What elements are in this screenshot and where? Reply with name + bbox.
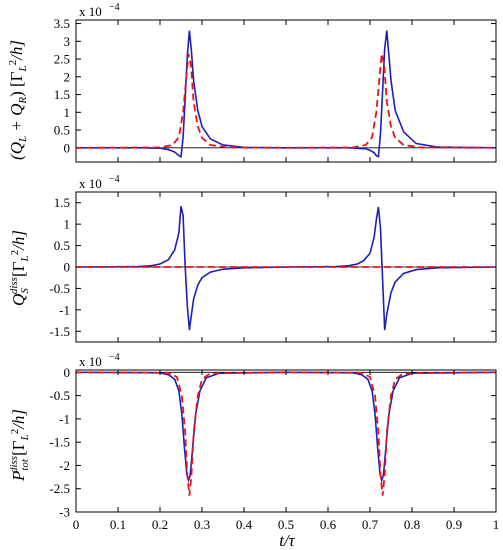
panel-3-ytick-label: -2 <box>59 458 70 473</box>
panel-3-ytick-label: -2.5 <box>49 481 70 496</box>
panel-3: x 10 −4 Ptotdiss[ΓL2/h] -3 -2.5 -2 -1.5 -1 -0… <box>8 352 499 550</box>
panel-2-ytick-label: -1 <box>59 302 70 317</box>
panel-1-exponent-power: −4 <box>109 2 120 13</box>
panel-2-ytick-label: 0.5 <box>54 238 70 253</box>
panel-2-series-solid <box>75 205 497 331</box>
panel-3-xtick-label: 0.5 <box>278 517 294 532</box>
panel-1-series <box>75 30 497 158</box>
panel-3-xtick-label: 0.8 <box>404 517 420 532</box>
panel-3-ytick-label: -0.5 <box>49 388 70 403</box>
panel-3-xtick-label: 0.9 <box>446 517 462 532</box>
panel-2-exponent-power: −4 <box>109 174 120 185</box>
panel-2-exponent: x 10 −4 <box>79 174 120 191</box>
panel-3-ytick-label: 0 <box>64 365 71 380</box>
panel-1: x 10 −4 (QL + QR) [ΓL2/h] 0 0.5 1 1.5 2 2.5 3 3… <box>7 2 497 163</box>
panel-2-ytick-label: 1 <box>64 217 71 232</box>
panel-1-ytick-label: 2 <box>64 69 71 84</box>
panel-2-series <box>75 205 497 331</box>
panel-3-frame <box>75 369 497 513</box>
panel-2: x 10 −4 QSdiss[ΓL2/h] -1.5 -1 -0.5 0 0.5 1 1.5 <box>8 174 497 343</box>
panel-1-ytick-label: 1 <box>64 105 71 120</box>
panel-3-series-solid <box>75 371 497 484</box>
panel-1-ytick-label: 0.5 <box>54 123 70 138</box>
panel-1-yticks: 0 0.5 1 1.5 2 2.5 3 3.5 <box>54 16 496 155</box>
panel-3-xtick-label: 0 <box>73 517 80 532</box>
panel-3-ytick-label: -3 <box>59 505 70 520</box>
panel-3-xtick-label: 0.4 <box>236 517 253 532</box>
panel-1-ytick-label: 2.5 <box>54 52 70 67</box>
panel-2-ylabel: QSdiss[ΓL2/h] <box>8 230 31 306</box>
panel-1-exponent-base: x 10 <box>79 4 102 19</box>
panel-2-ytick-label: -0.5 <box>49 281 70 296</box>
panel-2-exponent-base: x 10 <box>79 176 102 191</box>
panel-3-yticks: -3 -2.5 -2 -1.5 -1 -0.5 0 <box>49 365 496 520</box>
panel-2-ytick-label: -1.5 <box>49 324 70 339</box>
panel-1-ylabel: (QL + QR) [ΓL2/h] <box>7 40 29 160</box>
panel-1-ytick-label: 3 <box>64 34 71 49</box>
panel-3-xtick-label: 0.1 <box>110 517 126 532</box>
panel-1-ytick-label: 1.5 <box>54 87 70 102</box>
panel-2-ytick-label: 0 <box>64 260 71 275</box>
panel-3-exponent: x 10 −4 <box>79 352 120 369</box>
panel-3-ylabel: Ptotdiss[ΓL2/h] <box>8 409 31 482</box>
panel-2-frame <box>75 191 497 343</box>
panel-3-xticks: 0 0.1 0.2 0.3 0.4 0.5 0.6 0.7 0.8 0.9 1 <box>73 370 500 532</box>
panel-3-xtick-label: 0.2 <box>152 517 168 532</box>
panel-3-ytick-label: -1.5 <box>49 435 70 450</box>
panel-1-exponent: x 10 −4 <box>79 2 120 19</box>
panel-2-yticks: -1.5 -1 -0.5 0 0.5 1 1.5 <box>49 195 496 339</box>
panel-3-exponent-base: x 10 <box>79 354 102 369</box>
panel-3-series-dashed <box>75 371 497 496</box>
panel-1-ytick-label: 0 <box>64 140 71 155</box>
panel-3-exponent-power: −4 <box>109 352 120 363</box>
panel-1-ytick-label: 3.5 <box>54 16 70 31</box>
panel-3-series <box>75 371 497 496</box>
panel-3-xtick-label: 0.6 <box>320 517 337 532</box>
panel-1-frame <box>75 19 497 163</box>
panel-2-ytick-label: 1.5 <box>54 195 70 210</box>
x-axis-label: t/τ <box>279 531 295 550</box>
panel-3-xtick-label: 0.3 <box>194 517 210 532</box>
panel-1-series-solid <box>76 30 497 158</box>
panel-1-series-dashed <box>75 53 497 149</box>
panel-3-xtick-label: 0.7 <box>362 517 379 532</box>
panel-1-xticks <box>75 20 497 162</box>
panel-3-xtick-label: 1 <box>493 517 500 532</box>
panel-3-ytick-label: -1 <box>59 411 70 426</box>
